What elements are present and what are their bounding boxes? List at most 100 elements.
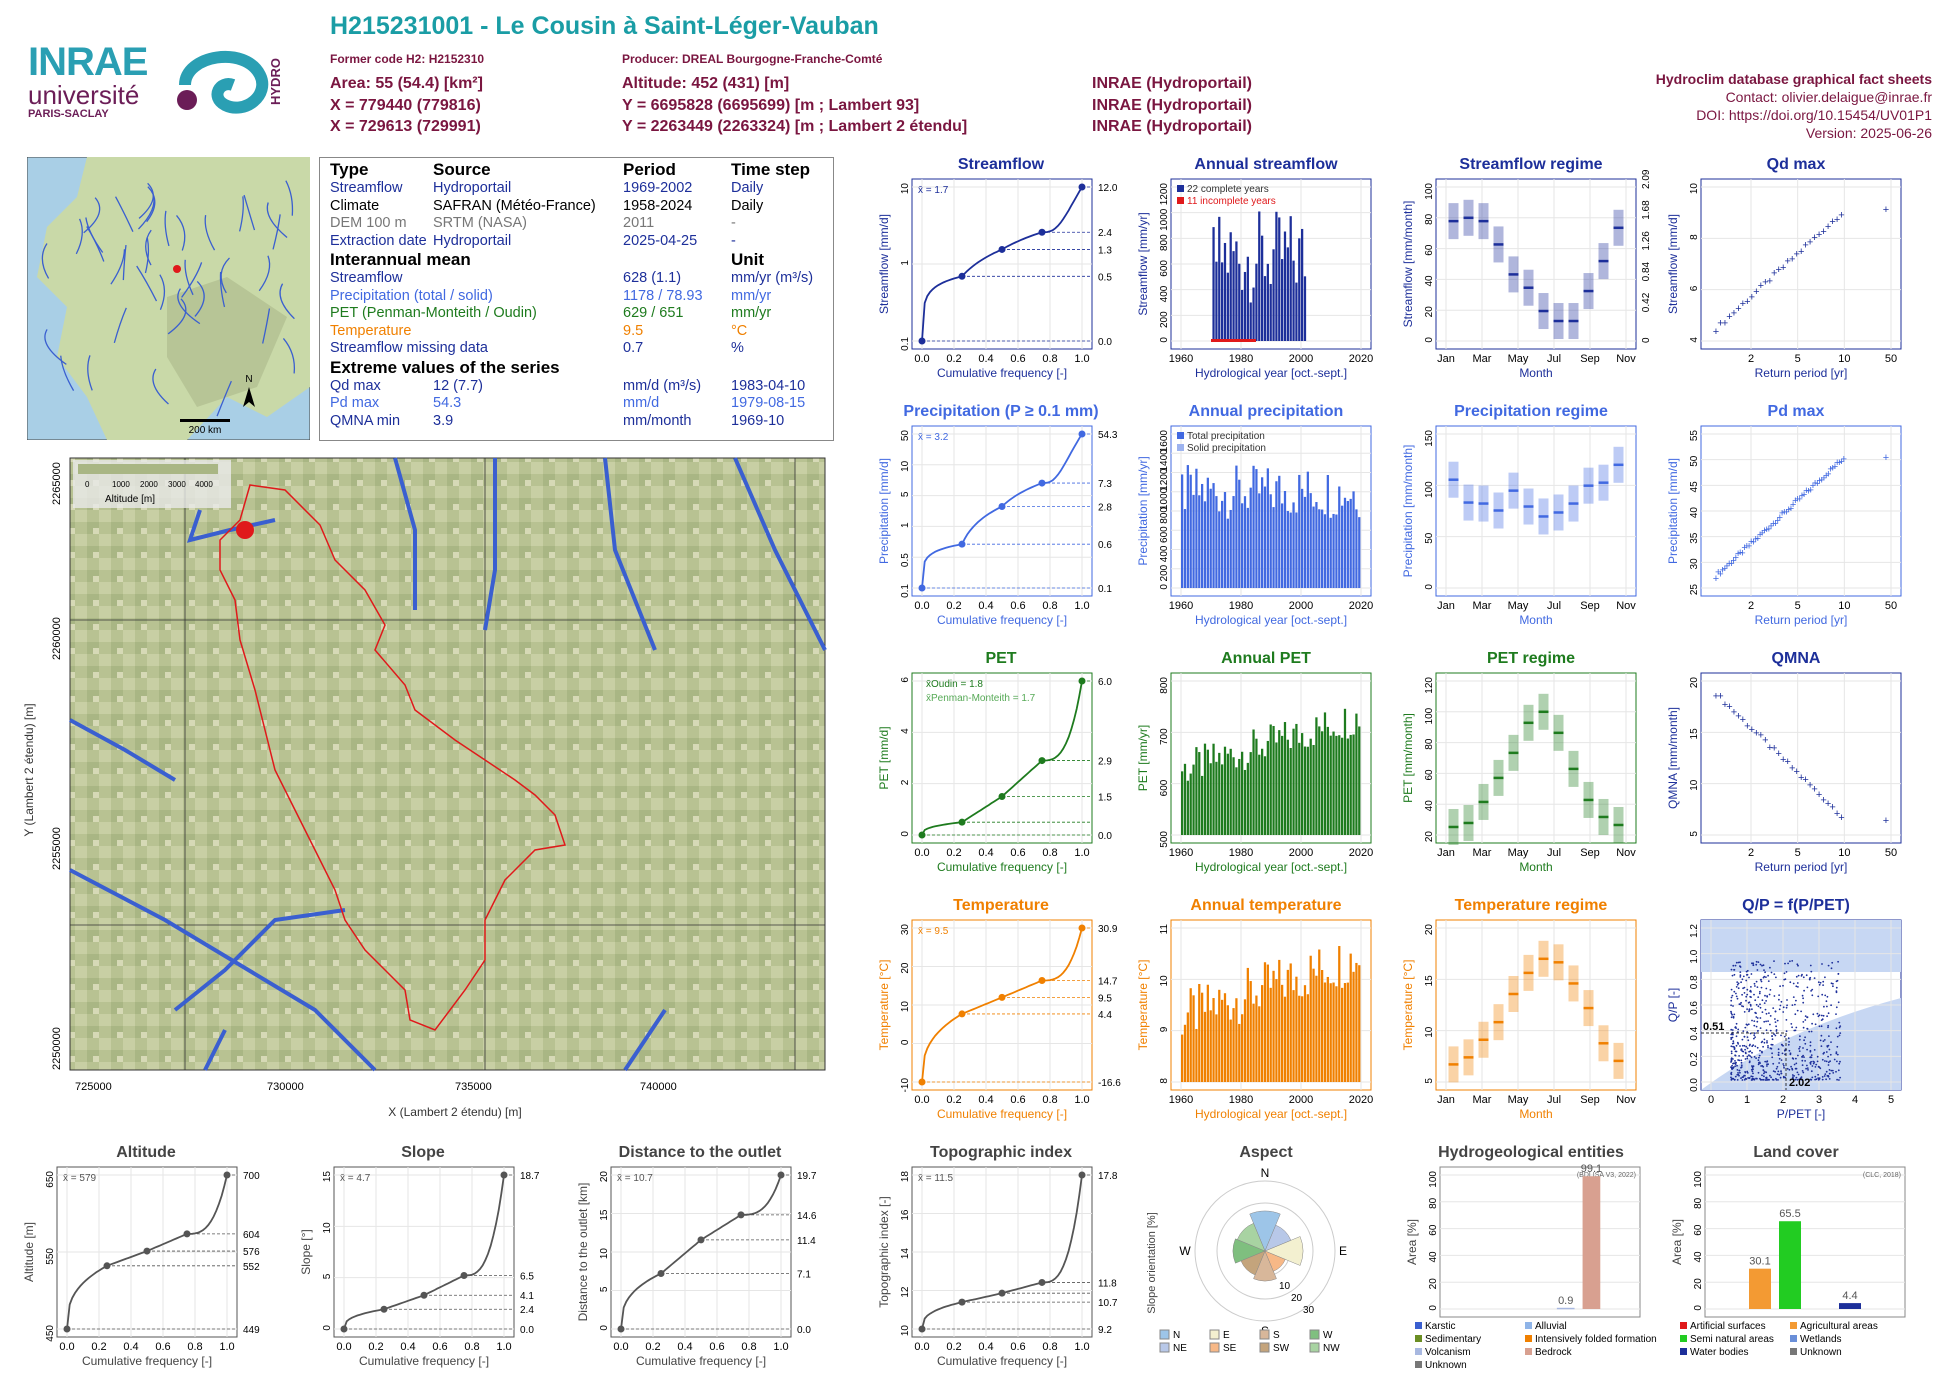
data-point — [1755, 980, 1758, 983]
data-point — [1806, 1027, 1809, 1030]
data-point — [1763, 1071, 1766, 1073]
chart-title: Altitude — [116, 1144, 176, 1161]
data-point — [1830, 1004, 1832, 1007]
interannual-header-row: Interannual mean Unit — [330, 250, 823, 270]
y-tick-label: 120 — [1424, 677, 1435, 694]
data-point — [1822, 984, 1824, 986]
compass-label: W — [1179, 1244, 1191, 1258]
data-point: + — [1717, 691, 1723, 703]
data-point — [1780, 1059, 1783, 1061]
annual-bar — [1195, 1028, 1198, 1082]
data-point — [1730, 1076, 1732, 1079]
x-tick-label: 50 — [1885, 353, 1897, 365]
data-point — [1755, 1025, 1758, 1028]
data-point — [1774, 1070, 1776, 1073]
x-tick-label: Jan — [1437, 600, 1455, 612]
annual-bar — [1198, 752, 1201, 835]
x-tick-label: 1980 — [1229, 600, 1253, 612]
x-tick-label: 10 — [1838, 600, 1850, 612]
y-tick-label: 800 — [1159, 507, 1170, 524]
data-point — [1744, 1026, 1747, 1029]
annual-bar — [1306, 471, 1309, 588]
annual-bar — [1249, 302, 1252, 341]
legend-swatch — [1309, 1342, 1320, 1353]
right-quantile-label: 14.7 — [1098, 977, 1118, 988]
legend-label: NW — [1323, 1343, 1340, 1354]
map-river — [186, 509, 276, 543]
annual-bar — [1189, 474, 1192, 588]
data-point — [1797, 974, 1800, 977]
x-tick-label: 0.8 — [1042, 847, 1057, 859]
data-point — [1769, 989, 1772, 991]
data-point — [1742, 1050, 1745, 1053]
y-axis-label: Streamflow [mm/yr] — [1136, 212, 1150, 315]
y-tick-label: 0 — [322, 1325, 333, 1331]
data-point — [1737, 1028, 1740, 1031]
unit-title: Unit — [731, 250, 765, 269]
data-point — [1780, 1070, 1782, 1073]
legend-swatch — [1415, 1361, 1422, 1368]
data-point — [1749, 1055, 1752, 1057]
north-arrow-icon — [243, 387, 255, 407]
data-point — [1730, 1016, 1733, 1019]
legend-tick: 3000 — [168, 480, 186, 489]
map-xtick: 740000 — [640, 1081, 677, 1093]
data-point: + — [1735, 303, 1741, 315]
data-point — [1806, 1064, 1808, 1067]
map-ylabel: Y (Lambert 2 étendu) [m] — [22, 703, 36, 836]
data-point — [1818, 983, 1821, 986]
y-tick-label: 10 — [900, 1325, 911, 1337]
data-point — [1788, 1049, 1791, 1052]
data-point: + — [1836, 457, 1842, 469]
data-point — [1777, 1048, 1780, 1051]
data-point — [1768, 993, 1771, 996]
data-point — [1757, 996, 1760, 998]
info-cell: QMNA min — [330, 412, 401, 429]
x-axis-label: Cumulative frequency [-] — [937, 613, 1067, 627]
legend-label: Semi natural areas — [1690, 1334, 1774, 1345]
data-point — [1804, 1036, 1806, 1039]
annual-bar — [1226, 753, 1229, 835]
data-point — [1776, 1065, 1779, 1068]
legend-tick: 2000 — [140, 480, 158, 489]
x-tick-label: 0.6 — [432, 1341, 447, 1353]
data-point — [1771, 1038, 1774, 1041]
right-quantile-label: 7.3 — [1098, 479, 1112, 490]
data-point: + — [1719, 564, 1725, 576]
data-point — [1765, 1020, 1767, 1023]
x-tick-label: 0.2 — [946, 600, 961, 612]
annual-bar — [1232, 496, 1235, 588]
data-point — [1809, 964, 1812, 967]
x-tick-label: 0.2 — [946, 353, 961, 365]
info-cell: mm/yr (m³/s) — [731, 270, 814, 286]
annual-bar — [1335, 514, 1338, 588]
data-point — [1810, 970, 1813, 973]
data-point: + — [1752, 533, 1758, 545]
chart-title: Precipitation (P ≥ 0.1 mm) — [903, 403, 1098, 420]
data-point: + — [1744, 296, 1750, 308]
data-point — [1766, 1041, 1768, 1044]
data-point — [1806, 1048, 1808, 1051]
data-point: + — [1726, 558, 1732, 570]
data-point — [1828, 1035, 1830, 1037]
data-point — [1794, 1013, 1797, 1016]
data-point — [1767, 980, 1770, 982]
legend-swatch — [1680, 1322, 1687, 1329]
rose-ring — [1216, 1202, 1314, 1300]
annual-bar — [1329, 735, 1332, 835]
legend-label: Total precipitation — [1187, 431, 1265, 442]
y-axis-label: QMNA [mm/month] — [1666, 707, 1680, 809]
x-axis-label: Cumulative frequency [-] — [937, 1107, 1067, 1121]
right-quantile-label: 0.6 — [1098, 540, 1112, 551]
annual-bar — [1332, 513, 1335, 588]
y-tick-label: 60 — [1428, 1224, 1439, 1236]
annual-bar — [1218, 216, 1221, 341]
x-axis-label: Hydrological year [oct.-sept.] — [1195, 860, 1347, 874]
annual-bar — [1338, 946, 1341, 1082]
right-quantile-label: 449 — [243, 1325, 260, 1336]
data-point — [1773, 960, 1775, 962]
data-point — [1810, 1056, 1813, 1059]
data-point: + — [1785, 504, 1791, 516]
